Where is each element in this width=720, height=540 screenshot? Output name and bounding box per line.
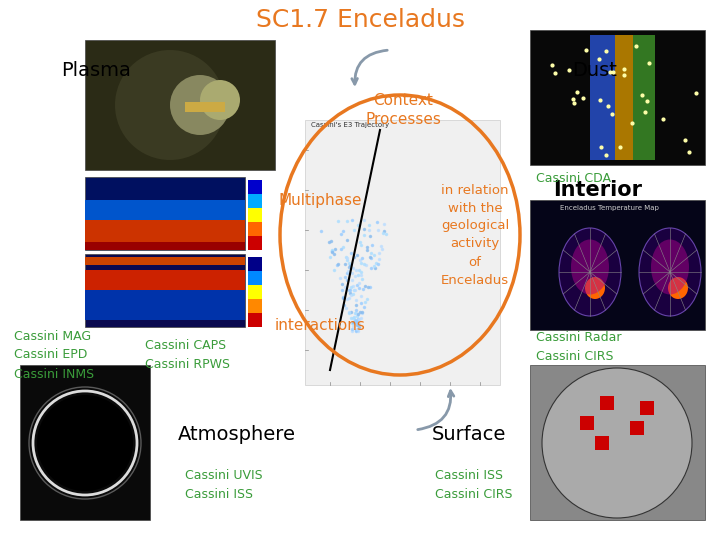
Bar [248,299,262,313]
Circle shape [115,50,225,160]
Text: Surface: Surface [432,426,506,444]
Bar [530,365,705,520]
Bar [600,396,614,410]
Text: interactions: interactions [274,318,366,333]
Circle shape [200,80,240,120]
Bar [248,222,262,236]
Bar [630,35,655,160]
Circle shape [170,75,230,135]
Text: SC1.7 Enceladus: SC1.7 Enceladus [256,8,464,32]
Text: Cassini UVIS
Cassini ISS: Cassini UVIS Cassini ISS [185,469,263,501]
Bar [248,257,262,271]
Bar [248,180,262,194]
Text: Cassini CAPS
Cassini RPWS: Cassini CAPS Cassini RPWS [145,339,230,371]
Text: Cassini CDA: Cassini CDA [536,172,611,185]
Bar [590,35,630,160]
Ellipse shape [571,240,609,294]
Bar [530,200,705,330]
Bar [85,254,245,327]
Bar [85,200,245,220]
Ellipse shape [651,240,689,294]
Text: Cassini ISS
Cassini CIRS: Cassini ISS Cassini CIRS [435,469,513,501]
Bar [85,177,245,250]
Ellipse shape [585,277,605,299]
Text: Interior: Interior [553,180,642,200]
Bar [85,242,245,250]
Circle shape [542,368,692,518]
Ellipse shape [668,277,688,299]
Bar [85,290,245,320]
Bar [615,35,633,160]
Bar [530,30,705,165]
Bar [85,40,275,170]
Bar [595,436,609,450]
Ellipse shape [559,228,621,316]
Bar [85,257,245,265]
Text: Context
Processes: Context Processes [365,92,441,127]
Bar [630,421,644,435]
Text: Cassini MAG
Cassini EPD
Cassini INMS: Cassini MAG Cassini EPD Cassini INMS [14,329,94,381]
Text: in relation
with the
geological
activity
of
Enceladus: in relation with the geological activity… [441,184,509,287]
Bar [85,270,245,290]
Text: Dust: Dust [572,60,617,79]
Bar [248,271,262,285]
Bar [640,401,654,415]
Ellipse shape [639,228,701,316]
Bar [85,220,245,245]
Text: Plasma: Plasma [61,60,131,79]
Bar [248,285,262,299]
Bar [248,313,262,327]
Bar [248,208,262,222]
Circle shape [37,395,133,491]
Text: Cassini's E3 Trajectory: Cassini's E3 Trajectory [311,122,389,128]
Bar [248,236,262,250]
Text: Multiphase: Multiphase [278,192,361,207]
Text: Atmosphere: Atmosphere [178,426,296,444]
Text: Enceladus Temperature Map: Enceladus Temperature Map [560,205,659,211]
Bar [580,416,594,430]
Bar [248,194,262,208]
Bar [185,102,225,112]
Text: Cassini Radar
Cassini CIRS: Cassini Radar Cassini CIRS [536,331,621,363]
Bar [305,120,500,385]
Bar [20,365,150,520]
